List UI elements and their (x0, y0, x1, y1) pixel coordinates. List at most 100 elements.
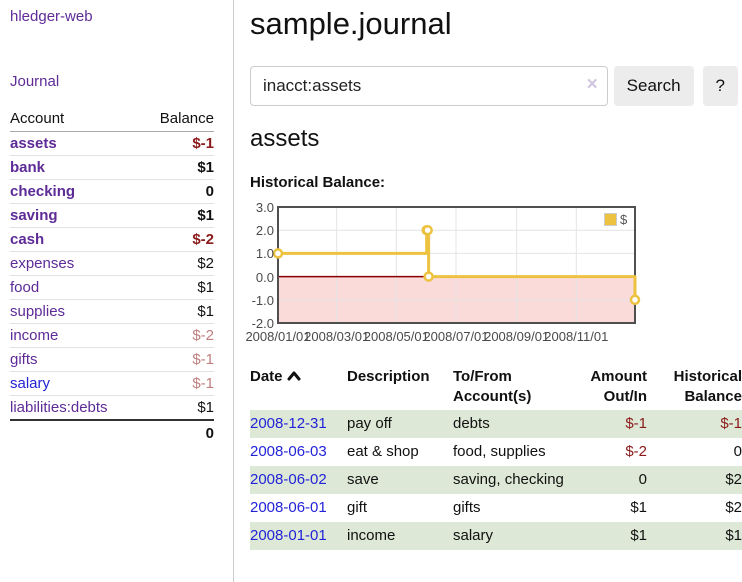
legend-swatch (604, 213, 617, 226)
account-balance: $1 (141, 299, 214, 324)
account-balance: $1 (141, 155, 214, 180)
account-link-income[interactable]: income (10, 327, 59, 344)
y-axis-tick: 0.0 (255, 269, 274, 285)
transaction-amount: $-1 (625, 415, 647, 432)
accounts-table: Account Balance assets $-1 bank $1 check… (10, 107, 214, 445)
account-row-assets: assets $-1 (10, 131, 214, 156)
account-link-salary[interactable]: salary (10, 375, 51, 392)
header-description: Description (347, 368, 430, 385)
account-link-saving[interactable]: saving (10, 207, 58, 224)
account-balance: $-1 (141, 371, 214, 396)
account-row-expenses: expenses $2 (10, 251, 214, 276)
header-date[interactable]: Date (250, 365, 347, 410)
transaction-amount: $1 (630, 527, 647, 544)
transaction-amount: $-2 (625, 443, 647, 460)
clear-search-icon[interactable]: × (586, 74, 598, 95)
y-axis-tick: -1.0 (251, 292, 274, 308)
account-balance: $1 (141, 395, 214, 420)
transaction-row: 2008-06-02 save saving, checking 0 $2 (250, 466, 742, 494)
transaction-accounts: food, supplies (453, 443, 546, 460)
x-axis-tick: 2008/05/01 (363, 329, 429, 344)
y-axis-tick: 2.0 (255, 223, 274, 239)
account-link-expenses[interactable]: expenses (10, 255, 75, 272)
search-input[interactable] (250, 66, 608, 106)
transaction-date-link[interactable]: 2008-06-03 (250, 443, 327, 460)
account-link-bank[interactable]: bank (10, 159, 46, 176)
account-balance: $1 (141, 203, 214, 228)
transactions-header-row: Date Description To/From Account(s) Amou… (250, 365, 742, 410)
account-link-checking[interactable]: checking (10, 183, 76, 200)
account-balance: $-1 (141, 347, 214, 372)
transaction-balance: $2 (725, 499, 742, 516)
transaction-balance: 0 (733, 443, 742, 460)
account-heading: assets (250, 125, 320, 152)
transaction-balance: $1 (725, 527, 742, 544)
account-link-cash[interactable]: cash (10, 231, 45, 248)
account-link-gifts[interactable]: gifts (10, 351, 38, 368)
accounts-header-account: Account (10, 107, 142, 132)
account-row-income: income $-2 (10, 323, 214, 348)
sidebar-item-journal[interactable]: Journal (10, 73, 60, 90)
account-row-bank: bank $1 (10, 155, 214, 180)
account-balance: $-1 (141, 131, 214, 156)
transaction-amount: 0 (638, 471, 647, 488)
accounts-header-balance: Balance (141, 107, 214, 132)
account-link-supplies[interactable]: supplies (10, 303, 66, 320)
transaction-description: save (347, 471, 379, 488)
account-link-liabilities-debts[interactable]: liabilities:debts (10, 399, 108, 416)
transaction-date-link[interactable]: 2008-01-01 (250, 527, 327, 544)
account-balance: $1 (141, 275, 214, 300)
account-row-salary: salary $-1 (10, 371, 214, 396)
legend-label: $ (620, 212, 628, 227)
transaction-description: pay off (347, 415, 392, 432)
transaction-row: 2008-12-31 pay off debts $-1 $-1 (250, 410, 742, 438)
x-axis-tick: 2008/01/01 (245, 329, 311, 344)
search-bar: × Search ? (250, 66, 738, 106)
account-link-food[interactable]: food (10, 279, 40, 296)
transaction-date-link[interactable]: 2008-06-01 (250, 499, 327, 516)
transaction-row: 2008-01-01 income salary $1 $1 (250, 522, 742, 550)
y-axis-tick: 3.0 (255, 200, 274, 215)
transaction-description: eat & shop (347, 443, 419, 460)
transaction-amount: $1 (630, 499, 647, 516)
transaction-accounts: salary (453, 527, 494, 544)
transaction-date-link[interactable]: 2008-06-02 (250, 471, 327, 488)
account-balance: 0 (141, 179, 214, 204)
transaction-date-link[interactable]: 2008-12-31 (250, 415, 327, 432)
main-content: sample.journal × Search ? assets Histori… (234, 0, 742, 582)
account-balance: $-2 (141, 227, 214, 252)
accounts-header-row: Account Balance (10, 107, 214, 132)
header-historical-balance: Historical Balance (673, 368, 742, 405)
account-row-cash: cash $-2 (10, 227, 214, 252)
x-axis-tick: 2008/03/01 (304, 329, 370, 344)
accounts-total-balance: 0 (141, 419, 214, 445)
chart-plot (272, 206, 641, 324)
account-row-supplies: supplies $1 (10, 299, 214, 324)
transaction-description: income (347, 527, 396, 544)
transaction-row: 2008-06-03 eat & shop food, supplies $-2… (250, 438, 742, 466)
account-row-gifts: gifts $-1 (10, 347, 214, 372)
help-button[interactable]: ? (702, 66, 738, 106)
historical-balance-chart: 3.0 2.0 1.0 0.0 -1.0 -2.0 2008/01/01 2008/03/01… (245, 200, 742, 350)
sort-ascending-icon (287, 368, 301, 388)
transaction-balance: $2 (725, 471, 742, 488)
x-axis-tick: 2008/09/01 (484, 329, 550, 344)
chart-legend: $ (601, 211, 631, 228)
y-axis-tick: -2.0 (251, 316, 274, 331)
chart-heading: Historical Balance: (250, 174, 386, 191)
account-balance: $2 (141, 251, 214, 276)
search-button[interactable]: Search (613, 66, 694, 106)
transaction-accounts: debts (453, 415, 490, 432)
x-axis-tick: 2008/07/01 (423, 329, 489, 344)
x-axis-tick: 2008/11/01 (544, 329, 609, 344)
accounts-total-row: 0 (10, 419, 214, 445)
account-balance: $-2 (141, 323, 214, 348)
transaction-row: 2008-06-01 gift gifts $1 $2 (250, 494, 742, 522)
account-link-assets[interactable]: assets (10, 135, 57, 152)
transaction-accounts: gifts (453, 499, 481, 516)
app-title-link[interactable]: hledger-web (10, 8, 93, 25)
sidebar: hledger-web Journal Account Balance asse… (0, 0, 234, 582)
account-row-food: food $1 (10, 275, 214, 300)
header-tofrom-accounts: To/From Account(s) (453, 368, 532, 405)
y-axis-tick: 1.0 (255, 246, 274, 262)
